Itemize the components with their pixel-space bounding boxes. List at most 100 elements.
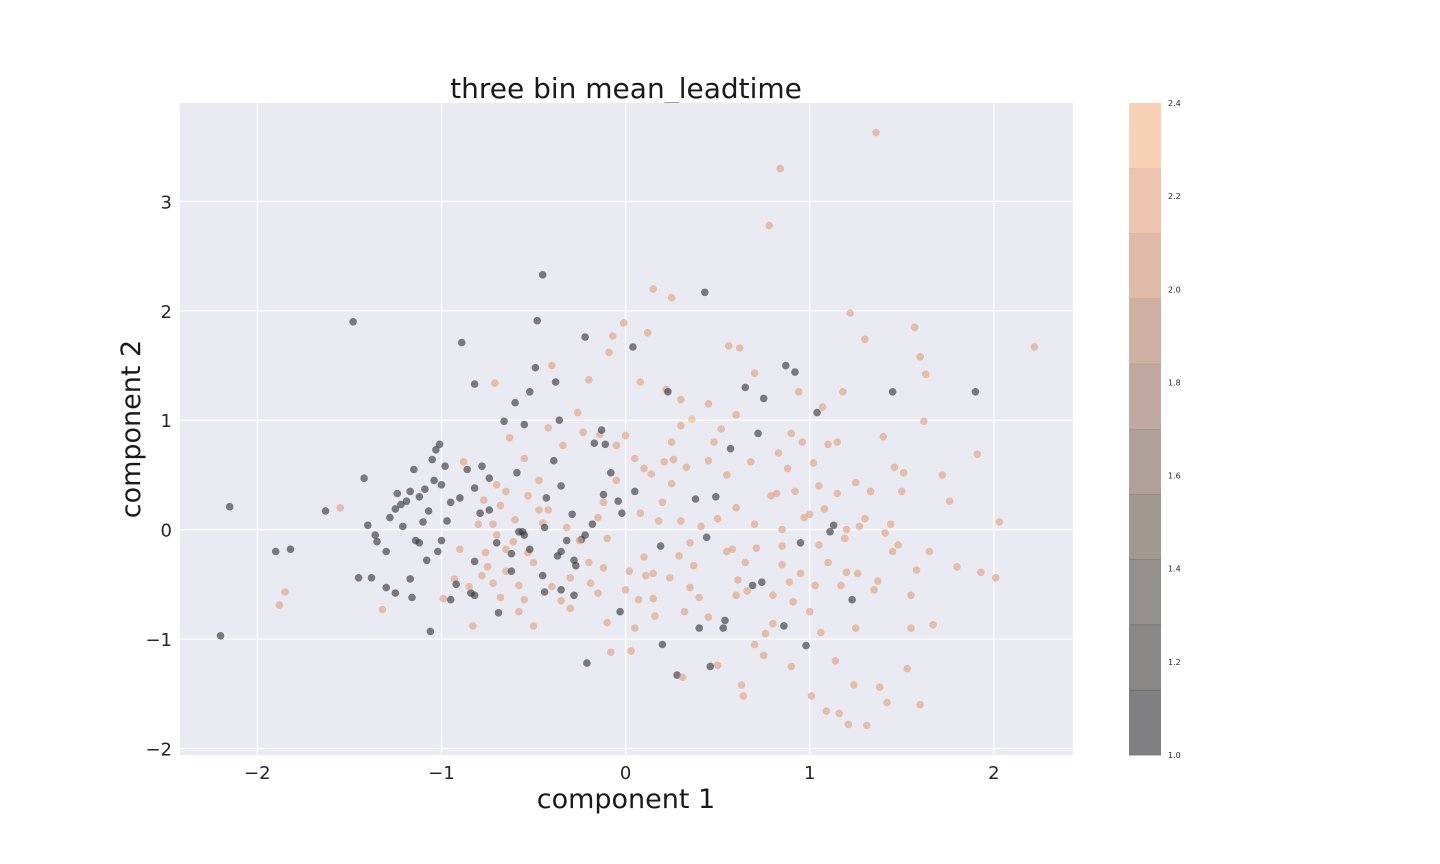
scatter-point	[511, 516, 519, 524]
scatter-point	[634, 595, 643, 604]
scatter-point	[492, 481, 501, 489]
scatter-point	[544, 424, 552, 432]
scatter-point	[446, 498, 455, 507]
scatter-point	[470, 591, 479, 600]
x-tick-label: 0	[620, 763, 631, 784]
scatter-point	[483, 563, 492, 571]
scatter-point	[651, 612, 659, 620]
scatter-point	[526, 545, 534, 554]
scatter-point	[787, 429, 796, 438]
scatter-point	[607, 648, 615, 656]
scatter-point	[575, 536, 584, 545]
scatter-point	[682, 463, 691, 472]
scatter-point	[783, 464, 792, 473]
scatter-point	[870, 586, 878, 594]
scatter-point	[408, 593, 416, 602]
scatter-point	[474, 520, 483, 528]
scatter-point	[667, 438, 676, 446]
colorbar-segment	[1129, 429, 1161, 495]
scatter-point	[432, 446, 440, 454]
scatter-point	[717, 425, 726, 433]
scatter-point	[542, 494, 551, 502]
scatter-point	[551, 378, 560, 386]
plot-area	[180, 103, 1073, 755]
scatter-point	[796, 539, 805, 547]
scatter-point	[850, 681, 858, 689]
scatter-point	[907, 624, 915, 632]
scatter-point	[920, 417, 928, 426]
scatter-point	[805, 607, 814, 616]
scatter-point	[732, 411, 740, 419]
scatter-point	[704, 456, 713, 465]
scatter-point	[726, 444, 735, 453]
scatter-point	[399, 522, 407, 531]
scatter-point	[853, 569, 862, 578]
scatter-point	[835, 709, 843, 718]
scatter-point	[995, 518, 1004, 526]
scatter-point	[796, 569, 805, 578]
scatter-point	[402, 497, 411, 506]
scatter-point	[286, 545, 295, 554]
scatter-point	[899, 469, 908, 477]
scatter-point	[739, 692, 748, 700]
scatter-point	[691, 495, 700, 503]
scatter-point	[594, 513, 602, 522]
scatter-point	[702, 533, 711, 542]
scatter-point	[890, 463, 899, 472]
scatter-point	[520, 531, 529, 539]
scatter-point	[515, 528, 523, 536]
scatter-point	[424, 507, 433, 515]
scatter-point	[649, 569, 657, 578]
scatter-point	[886, 520, 895, 528]
scatter-point	[724, 342, 733, 350]
scatter-point	[686, 583, 694, 592]
scatter-point	[500, 417, 508, 426]
scatter-point	[903, 664, 912, 673]
scatter-point	[791, 368, 799, 376]
scatter-point	[754, 429, 762, 438]
scatter-point	[562, 523, 571, 532]
scatter-point	[741, 558, 750, 567]
scatter-point	[815, 482, 823, 490]
scatter-point	[916, 700, 924, 709]
scatter-point	[660, 458, 668, 466]
scatter-point	[866, 487, 875, 496]
scatter-point	[478, 571, 486, 580]
scatter-point	[640, 553, 648, 561]
scatter-point	[509, 537, 518, 546]
scatter-point	[406, 575, 415, 583]
scatter-point	[732, 504, 740, 512]
scatter-point	[848, 595, 856, 604]
chart-title: three bin mean_leadtime	[450, 72, 802, 105]
scatter-point	[798, 438, 807, 446]
scatter-point	[881, 529, 889, 537]
scatter-point	[780, 622, 788, 630]
scatter-point	[430, 476, 438, 485]
scatter-point	[616, 607, 624, 616]
scatter-point	[778, 560, 786, 569]
scatter-point	[507, 549, 516, 558]
scatter-point	[583, 659, 591, 667]
scatter-point	[478, 462, 486, 471]
scatter-point	[851, 478, 860, 487]
scatter-point	[837, 581, 845, 590]
scatter-point	[601, 440, 610, 449]
scatter-point	[588, 520, 597, 528]
scatter-point	[929, 621, 937, 629]
scatter-point	[608, 332, 617, 340]
scatter-point	[820, 505, 829, 513]
scatter-point	[513, 469, 521, 477]
scatter-point	[805, 510, 814, 519]
scatter-point	[538, 271, 547, 279]
scatter-point	[772, 489, 781, 498]
scatter-point	[851, 624, 860, 632]
colorbar-segment	[1129, 559, 1161, 626]
scatter-point	[631, 487, 639, 496]
scatter-point	[752, 544, 761, 552]
scatter-point	[649, 594, 657, 603]
scatter-point	[778, 525, 786, 534]
scatter-point	[631, 454, 639, 463]
scatter-point	[540, 523, 549, 532]
scatter-point	[502, 545, 510, 554]
x-tick-label: 2	[988, 763, 999, 784]
